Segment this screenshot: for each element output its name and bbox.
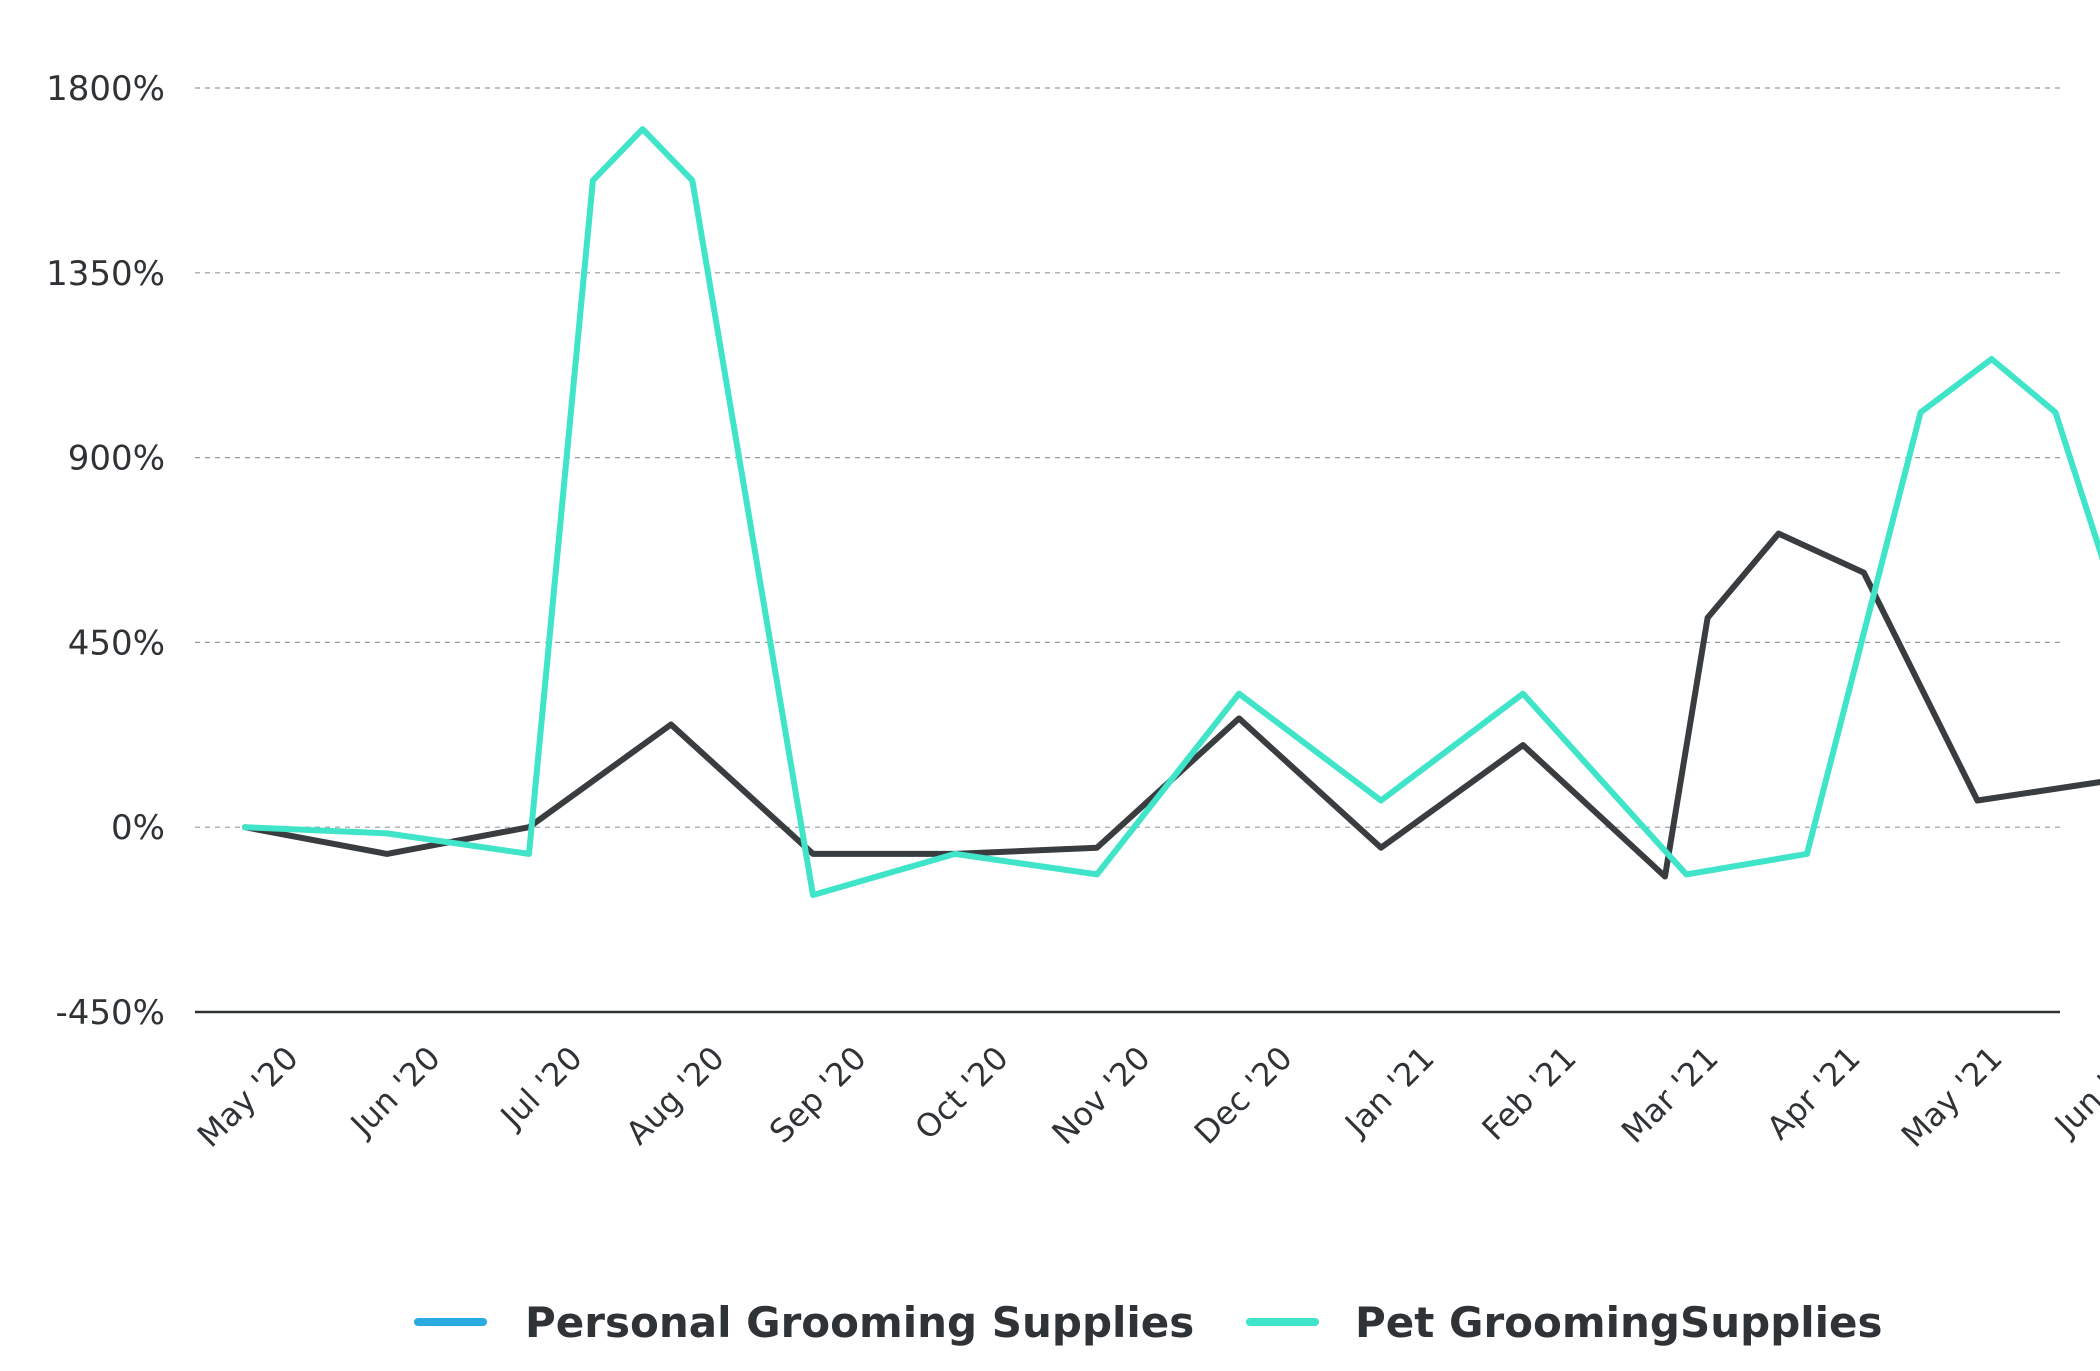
y-tick-label: 1350% (46, 254, 165, 294)
y-tick-label: 0% (111, 808, 165, 848)
y-tick-label: 450% (68, 623, 165, 663)
x-tick-label: Jul '20 (492, 1039, 590, 1137)
x-tick-label: Jun '20 (342, 1039, 448, 1145)
y-axis-ticks: 1800% 1350% 900% 450% 0% -450% (46, 69, 165, 1033)
x-tick-label: Dec '20 (1187, 1039, 1300, 1152)
x-tick-label: Nov '20 (1044, 1039, 1157, 1152)
x-tick-label: Mar '21 (1614, 1039, 1726, 1151)
x-tick-label: Sep '20 (762, 1039, 874, 1151)
legend[interactable]: Personal Grooming Supplies Pet GroomingSu… (414, 1298, 1883, 1347)
x-tick-label: Oct '20 (907, 1039, 1015, 1147)
y-tick-label: 1800% (46, 69, 165, 109)
x-tick-label: Feb '21 (1475, 1039, 1584, 1148)
x-tick-label: May '20 (190, 1039, 306, 1155)
legend-item[interactable]: Personal Grooming Supplies (414, 1298, 1194, 1347)
x-tick-label: Jun '21 (2046, 1039, 2100, 1145)
x-tick-label: Jan '21 (1336, 1039, 1441, 1144)
x-tick-label: Aug '20 (618, 1039, 731, 1152)
legend-label: Personal Grooming Supplies (525, 1298, 1194, 1347)
x-axis-ticks: May '20 Jun '20 Jul '20 Aug '20 Sep '20 Oct '… (190, 1039, 2100, 1155)
y-tick-label: -450% (56, 993, 165, 1033)
x-tick-label: Apr '21 (1759, 1039, 1867, 1147)
series-line-pet-grooming (242, 126, 2100, 898)
grid-lines (195, 87, 2060, 1014)
legend-item[interactable]: Pet GroomingSupplies (1246, 1298, 1883, 1347)
y-tick-label: 900% (68, 439, 165, 479)
x-tick-label: May '21 (1894, 1039, 2010, 1155)
series-line-personal-grooming (242, 530, 2100, 880)
legend-label: Pet GroomingSupplies (1355, 1298, 1883, 1347)
series-lines (242, 126, 2100, 898)
